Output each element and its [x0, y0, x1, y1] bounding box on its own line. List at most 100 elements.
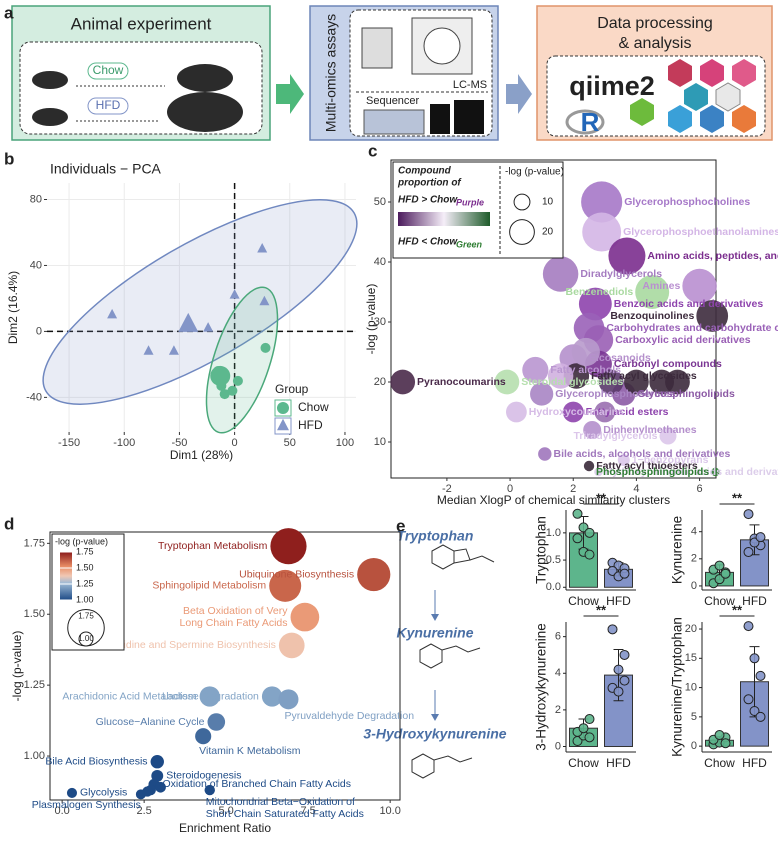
legend-label: Chow: [298, 400, 329, 414]
x-tick-label: Chow: [704, 756, 735, 770]
bubble: [269, 569, 302, 602]
significance: **: [732, 490, 743, 505]
data-point: [619, 568, 630, 579]
x-tick-label: 0: [232, 437, 238, 449]
panel-a: Animal experiment Chow HFD Multi-omics a…: [11, 5, 773, 141]
bubble-label: Amines: [642, 280, 680, 292]
y-tick-label: 2: [555, 704, 561, 716]
instrument: [423, 27, 461, 65]
x-tick-label: -50: [171, 437, 187, 449]
bubble: [66, 787, 78, 798]
bubble-label: Mitochondrial Beta−Oxidation of: [206, 796, 355, 808]
y-tick-label: 30: [374, 316, 386, 328]
arrow: [431, 614, 439, 621]
bubble: [530, 382, 554, 406]
x-tick-label: 5.0: [218, 805, 233, 817]
box-title: & analysis: [619, 35, 692, 52]
size-title: -log (p-value): [505, 167, 564, 178]
bubble: [261, 686, 283, 707]
legend-box: [392, 161, 564, 259]
structure: [419, 643, 443, 669]
legend-sub: Purple: [456, 197, 484, 207]
y-tick-label: 80: [30, 193, 42, 205]
instrument-label: LC-MS: [453, 79, 487, 91]
x-tick-label: -2: [442, 483, 452, 495]
x-tick-label: 7.5: [301, 805, 316, 817]
metabolite: Kynurenine: [396, 625, 473, 641]
hex-icon: [668, 105, 692, 133]
bubble-label: Hydroxycoumarins: [529, 406, 624, 418]
bubble: [270, 528, 307, 565]
bubble-label: Steroidal glycosides: [521, 376, 623, 388]
y-tick-label: 50: [374, 196, 386, 208]
plot-frame: [49, 531, 401, 801]
data-point: [755, 670, 766, 681]
bubble-label: Benzenediols: [566, 286, 634, 298]
bubble-label: Bile Acid Biosynthesis: [45, 755, 147, 767]
legend-sub: Green: [456, 239, 483, 249]
data-point: [578, 723, 589, 734]
point: [219, 389, 230, 400]
bubble: [581, 181, 623, 223]
data-point: [584, 714, 595, 725]
y-tick-label: 10: [374, 436, 386, 448]
bubble-label: Glycolysis: [80, 787, 127, 799]
x-tick-label: 2: [570, 483, 576, 495]
bubble-label: Bile acids, alcohols and derivatives: [554, 448, 731, 460]
bubble: [594, 401, 616, 423]
x-tick-label: 2.5: [136, 805, 151, 817]
bubble-label: Phosphosphingolipids: [596, 466, 709, 478]
group-label: HFD: [96, 98, 121, 112]
x-tick-label: 50: [284, 437, 296, 449]
bubble: [582, 212, 622, 252]
sequencer: [454, 100, 484, 134]
bubble: [547, 363, 574, 389]
bubble: [617, 454, 630, 466]
bubble: [155, 781, 166, 793]
point: [227, 385, 238, 396]
data-point: [720, 738, 731, 749]
data-point: [607, 624, 618, 635]
sequencer: [430, 104, 450, 134]
data-point: [749, 706, 760, 717]
y-tick-label: 0.0: [546, 581, 561, 593]
y-axis-title: -log (p-value): [10, 631, 24, 702]
bubble-label: Vitamin K Metabolism: [199, 745, 301, 757]
bubble: [578, 287, 612, 321]
bubble-label: Arachidonic Acid Metabolism: [62, 690, 196, 702]
bubble-label: Long Chain Fatty Acids: [180, 617, 288, 629]
point: [260, 342, 271, 353]
point: [203, 322, 214, 332]
x-tick-label: Chow: [568, 756, 599, 770]
x-tick-label: HFD: [742, 594, 767, 608]
hex-icon: [684, 83, 708, 111]
bubble: [635, 275, 670, 309]
sequencer: [363, 109, 425, 135]
bubble-label: Plasmalogen Synthesis: [32, 799, 141, 811]
data-point: [613, 686, 624, 697]
hex-icon: [715, 82, 741, 112]
bubble-label: Benzoic acids and derivatives: [614, 298, 764, 310]
structure: [469, 555, 495, 563]
hex-icon: [668, 59, 692, 87]
colorbar-label: 1.25: [76, 578, 94, 588]
arrow: [276, 74, 304, 114]
bubble: [598, 369, 624, 395]
mouse: [32, 108, 68, 126]
bubble: [711, 467, 720, 477]
bubble: [199, 686, 220, 707]
bubble: [505, 401, 527, 423]
colorbar: [398, 212, 490, 226]
x-axis-title: Median XlogP of chemical similarity clus…: [437, 493, 670, 507]
colorbar-label: 1.75: [76, 546, 94, 556]
size-label: 10: [542, 197, 554, 208]
x-tick-label: Chow: [568, 594, 599, 608]
confidence-ellipse: [42, 199, 358, 405]
bubble-label: Spermidine and Spermine Biosynthesis: [93, 639, 276, 651]
y-tick-label: 40: [374, 256, 386, 268]
mouse: [32, 71, 68, 89]
y-axis-title: 3-Hydroxykynurenine: [534, 623, 549, 751]
data-point: [613, 664, 624, 675]
bubble: [151, 769, 164, 782]
mouse: [177, 64, 233, 92]
